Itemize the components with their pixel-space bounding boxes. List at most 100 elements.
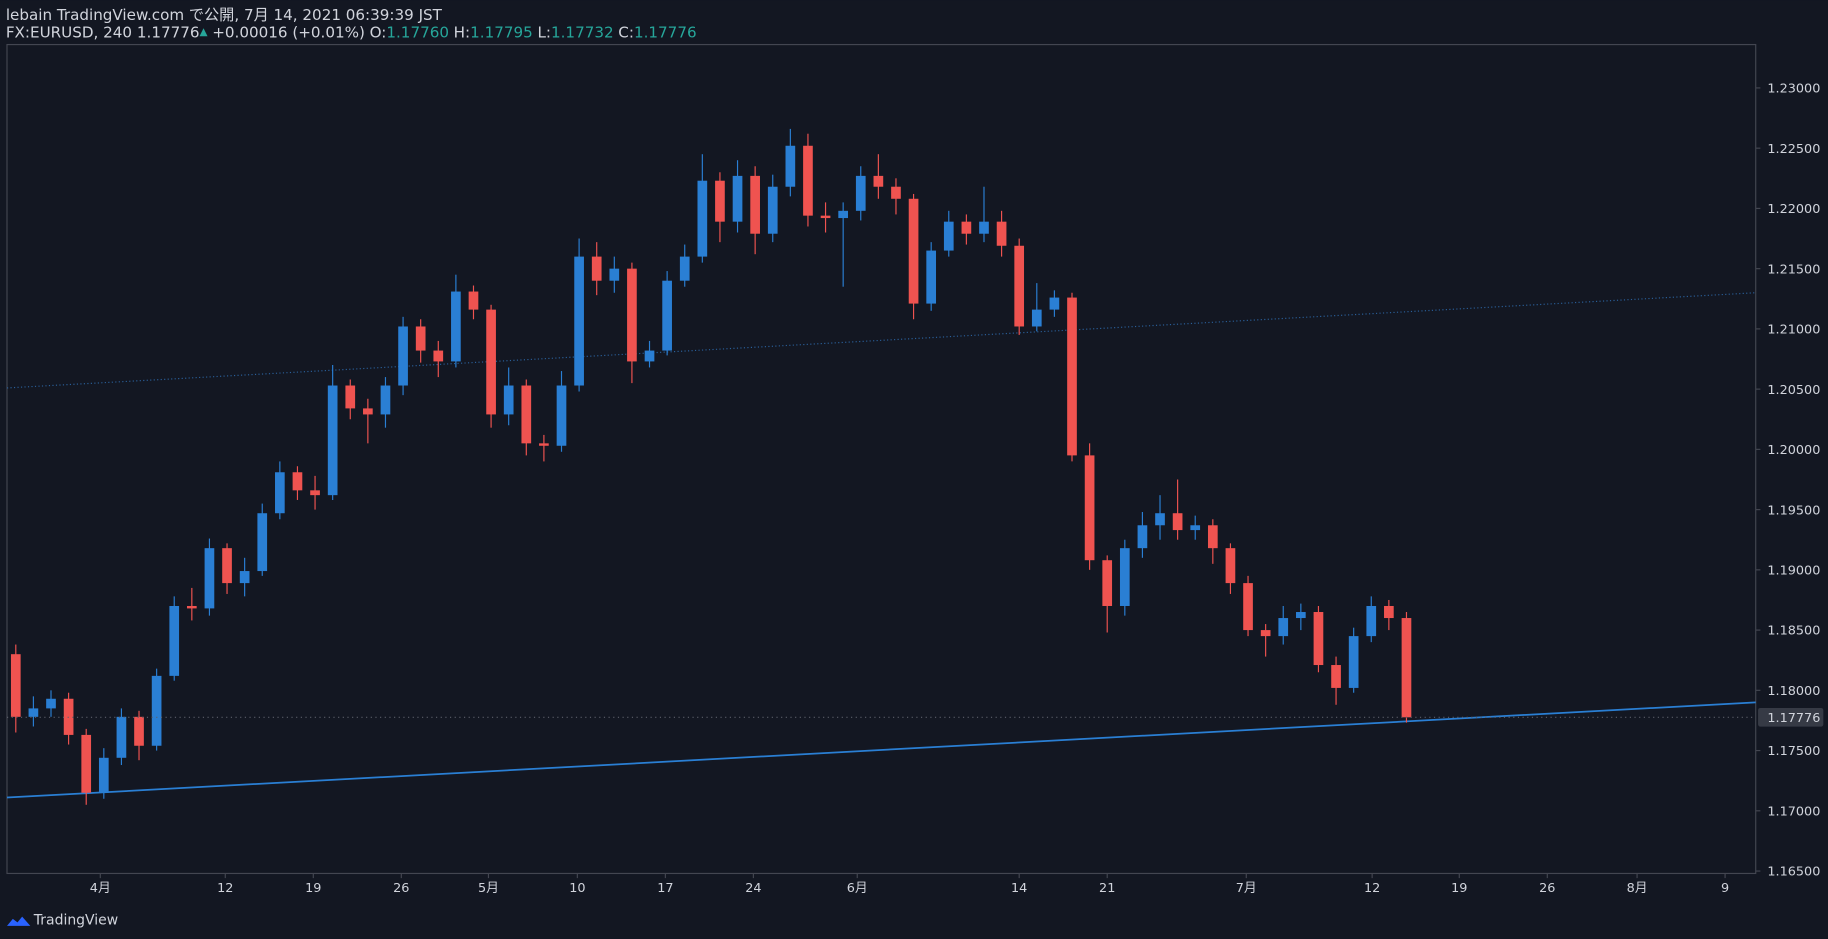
y-tick-label: 1.19500 xyxy=(1767,503,1820,518)
candle-body xyxy=(46,698,56,709)
candle-body xyxy=(803,145,813,216)
candle-body xyxy=(979,221,989,234)
candle-body xyxy=(627,268,637,362)
candle-body xyxy=(644,350,655,362)
candle-body xyxy=(926,250,937,304)
y-tick-label: 1.17500 xyxy=(1767,744,1820,759)
x-tick-label: 6月 xyxy=(847,881,868,896)
last-price-box xyxy=(1758,707,1824,727)
candle-body xyxy=(345,385,356,409)
ohlc-value: 1.17732 xyxy=(551,24,614,42)
ohlc-label: O: xyxy=(370,24,387,42)
candle-body xyxy=(697,180,708,257)
candle-body xyxy=(1401,618,1412,718)
candle-body xyxy=(785,145,796,187)
candle-body xyxy=(98,757,109,793)
x-tick-label: 26 xyxy=(393,881,409,896)
candle-body xyxy=(1384,605,1394,619)
candle-body xyxy=(820,215,831,219)
candle-body xyxy=(1049,297,1060,310)
candle-body xyxy=(662,280,672,351)
y-tick-label: 1.21000 xyxy=(1767,323,1820,338)
candle-body xyxy=(222,548,232,584)
y-tick-label: 1.20500 xyxy=(1767,383,1820,398)
candle-body xyxy=(28,708,39,717)
candle-body xyxy=(451,291,461,362)
candle-body xyxy=(1031,309,1042,327)
candle-body xyxy=(1155,513,1165,526)
ohlc-label: C: xyxy=(618,24,634,42)
y-tick-label: 1.20000 xyxy=(1767,443,1820,458)
x-tick-label: 10 xyxy=(569,881,585,896)
x-tick-label: 4月 xyxy=(90,881,111,896)
candle-body xyxy=(1278,618,1289,637)
y-tick-label: 1.22500 xyxy=(1767,142,1820,157)
candle-body xyxy=(1260,630,1271,637)
trend-line xyxy=(6,292,1756,389)
logo xyxy=(6,916,31,926)
candle-body xyxy=(1190,525,1201,531)
candle-body xyxy=(380,385,391,415)
candle-body xyxy=(961,221,972,234)
candle-body xyxy=(275,472,285,514)
x-tick-label: 14 xyxy=(1011,881,1027,896)
candle-body xyxy=(715,180,725,222)
change: +0.00016 (+0.01%) xyxy=(212,24,365,42)
candle-body xyxy=(556,385,567,446)
candle-body xyxy=(468,291,479,310)
publisher: lebain TradingView.com で公開, 7月 14, 2021 … xyxy=(6,6,443,24)
x-tick-label: 9 xyxy=(1721,881,1729,896)
candle-body xyxy=(151,675,162,746)
candle-body xyxy=(732,175,743,222)
candle-body xyxy=(539,443,549,446)
y-tick-label: 1.18500 xyxy=(1767,624,1820,639)
candle-body xyxy=(873,175,884,187)
candle-body xyxy=(363,408,373,415)
y-tick-label: 1.22000 xyxy=(1767,202,1820,217)
x-tick-label: 19 xyxy=(305,881,321,896)
y-tick-label: 1.16500 xyxy=(1767,865,1820,880)
ohlc-value: 1.17795 xyxy=(470,24,533,42)
candle-body xyxy=(609,268,620,281)
candle-body xyxy=(239,571,250,584)
y-tick-label: 1.21500 xyxy=(1767,262,1820,277)
candle-body xyxy=(310,490,320,496)
candle-body xyxy=(1366,605,1377,637)
candle-body xyxy=(169,605,180,676)
candle-body xyxy=(81,734,92,793)
candle-body xyxy=(521,385,532,444)
candle-body xyxy=(1172,513,1183,531)
candle-body xyxy=(257,513,268,572)
candle-body xyxy=(433,350,444,362)
candle-body xyxy=(679,256,690,281)
candle-body xyxy=(1331,665,1341,688)
candle-body xyxy=(1207,525,1218,549)
candle-body xyxy=(116,716,127,758)
x-tick-label: 12 xyxy=(1364,881,1380,896)
candle-body xyxy=(292,472,303,491)
candle-body xyxy=(591,256,602,281)
y-tick-label: 1.19000 xyxy=(1767,564,1820,579)
ohlc-value: 1.17776 xyxy=(634,24,697,42)
y-tick-label: 1.18000 xyxy=(1767,684,1820,699)
x-tick-label: 24 xyxy=(745,881,761,896)
candle-body xyxy=(1313,612,1324,666)
candle-body xyxy=(10,654,21,717)
candle-body xyxy=(1348,636,1359,688)
candle-body xyxy=(1102,560,1113,606)
candle-body xyxy=(574,256,584,386)
x-tick-label: 5月 xyxy=(478,881,499,896)
change-arrow: ▲ xyxy=(199,26,208,38)
y-tick-label: 1.23000 xyxy=(1767,82,1820,97)
candle-body xyxy=(204,548,215,609)
candle-body xyxy=(996,221,1007,246)
x-tick-label: 21 xyxy=(1099,881,1115,896)
x-tick-label: 19 xyxy=(1451,881,1467,896)
candle-body xyxy=(1014,245,1025,327)
candle-body xyxy=(908,198,919,304)
ohlc-label: L: xyxy=(537,24,551,42)
candle-body xyxy=(1119,548,1130,606)
candle-body xyxy=(1137,525,1148,549)
candle-body xyxy=(503,385,514,415)
